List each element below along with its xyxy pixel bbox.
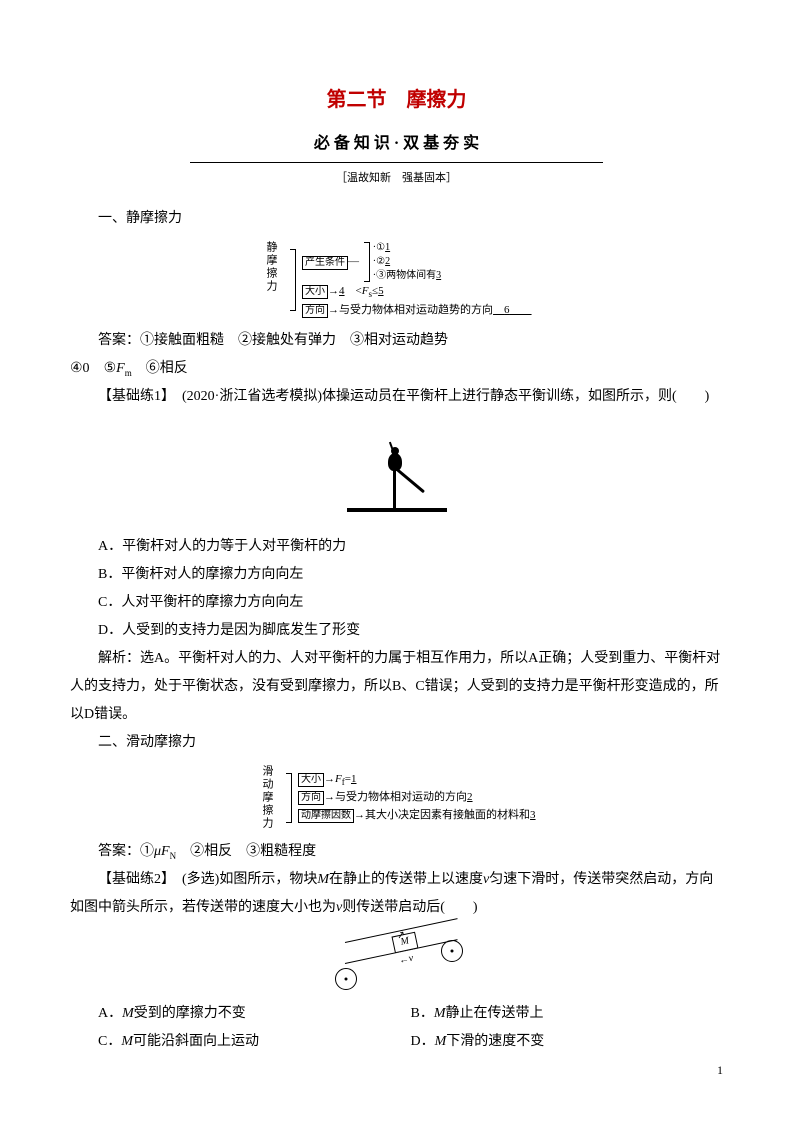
answer-1: 答案：①接触面粗糙 ②接触处有弹力 ③相对运动趋势 bbox=[70, 327, 723, 355]
answer-2: 答案：①μFN ②相反 ③粗糙程度 bbox=[70, 838, 723, 866]
chapter-title: 第二节 摩擦力 bbox=[70, 80, 723, 120]
option-b: B．平衡杆对人的摩擦力方向向左 bbox=[98, 561, 723, 589]
conveyor-figure: M ←v ↗ bbox=[307, 926, 487, 996]
option-a: A．平衡杆对人的力等于人对平衡杆的力 bbox=[98, 533, 723, 561]
gymnast-figure bbox=[347, 417, 447, 527]
exercise-2-options: A．M受到的摩擦力不变 B．M静止在传送带上 C．M可能沿斜面向上运动 D．M下… bbox=[70, 1000, 723, 1056]
diagram-kinetic-friction: 滑动摩擦力 大小→Ff=1 方向→与受力物体相对运动的方向2 动摩擦因数→其大小… bbox=[70, 763, 723, 832]
exercise-1-options: A．平衡杆对人的力等于人对平衡杆的力 B．平衡杆对人的摩擦力方向向左 C．人对平… bbox=[70, 533, 723, 645]
answer-1-line2: ④0 ⑤Fm ⑥相反 bbox=[70, 355, 723, 383]
section-note: ［温故知新 强基固本］ bbox=[70, 167, 723, 189]
exercise-1: 【基础练1】 (2020·浙江省选考模拟)体操运动员在平衡杆上进行静态平衡训练，… bbox=[70, 383, 723, 411]
solution-1: 解析：选A。平衡杆对人的力、人对平衡杆的力属于相互作用力，所以A正确；人受到重力… bbox=[70, 645, 723, 729]
option-d: D．人受到的支持力是因为脚底发生了形变 bbox=[98, 617, 723, 645]
option-a: A．M受到的摩擦力不变 bbox=[98, 1000, 411, 1028]
diagram-static-friction: 静摩擦力 产生条件— ·①1 ·②2 ·③两物体间有3 大小→4 <Fs≤5 方… bbox=[70, 239, 723, 321]
page-number: 1 bbox=[717, 1058, 723, 1082]
option-c: C．M可能沿斜面向上运动 bbox=[98, 1028, 411, 1056]
section-1-heading: 一、静摩擦力 bbox=[70, 205, 723, 233]
section-subtitle: 必 备 知 识 · 双 基 夯 实 bbox=[190, 128, 603, 163]
option-c: C．人对平衡杆的摩擦力方向向左 bbox=[98, 589, 723, 617]
exercise-2: 【基础练2】 (多选)如图所示，物块M在静止的传送带上以速度v匀速下滑时，传送带… bbox=[70, 866, 723, 922]
option-b: B．M静止在传送带上 bbox=[411, 1000, 724, 1028]
section-2-heading: 二、滑动摩擦力 bbox=[70, 729, 723, 757]
option-d: D．M下滑的速度不变 bbox=[411, 1028, 724, 1056]
